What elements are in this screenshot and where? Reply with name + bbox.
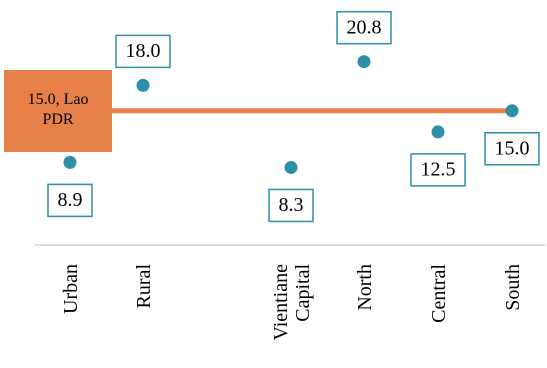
- x-tick-label: Central: [428, 264, 450, 323]
- x-tick-label: North: [354, 264, 376, 311]
- reference-label-line: 15.0, Lao: [28, 91, 89, 108]
- data-label-box: [47, 183, 93, 218]
- data-point: [357, 55, 371, 69]
- x-tick-label-line: Urban: [60, 264, 82, 314]
- data-point: [431, 125, 445, 139]
- data-label: 8.3: [279, 194, 304, 216]
- data-label: 15.0: [495, 137, 530, 159]
- plot-area: 15.0, Lao PDR 8.9 18.0 8.3 20.8 12.5 15.0 Urban R…: [4, 10, 545, 341]
- x-tick-label: Rural: [133, 264, 155, 309]
- x-tick-label-line: Vientiane: [270, 264, 292, 341]
- data-point: [136, 78, 150, 92]
- data-label-box: [115, 34, 171, 69]
- x-tick-label: South: [502, 264, 524, 311]
- x-tick-label-line: South: [502, 264, 524, 311]
- x-tick-label-line: Capital: [292, 264, 314, 322]
- data-label: 8.9: [58, 189, 83, 211]
- x-tick-label: VientianeCapital: [270, 264, 314, 341]
- reference-label: 15.0, Lao PDR: [28, 91, 89, 128]
- data-label: 12.5: [421, 159, 456, 181]
- data-label: 20.8: [347, 16, 382, 38]
- data-point: [505, 104, 519, 118]
- reference-label-line: PDR: [42, 111, 73, 128]
- data-label-box: [268, 188, 314, 223]
- data-label-box: [336, 10, 392, 45]
- reference-box: [4, 70, 112, 152]
- x-tick-label: Urban: [60, 264, 82, 314]
- data-label-box: [410, 153, 466, 187]
- x-tick-label-line: North: [354, 264, 376, 311]
- data-point: [63, 155, 77, 169]
- x-tick-label-line: Central: [428, 264, 450, 323]
- data-point: [284, 160, 298, 174]
- data-label: 18.0: [126, 40, 161, 62]
- x-tick-label-line: Rural: [133, 264, 155, 309]
- data-label-box: [484, 132, 540, 166]
